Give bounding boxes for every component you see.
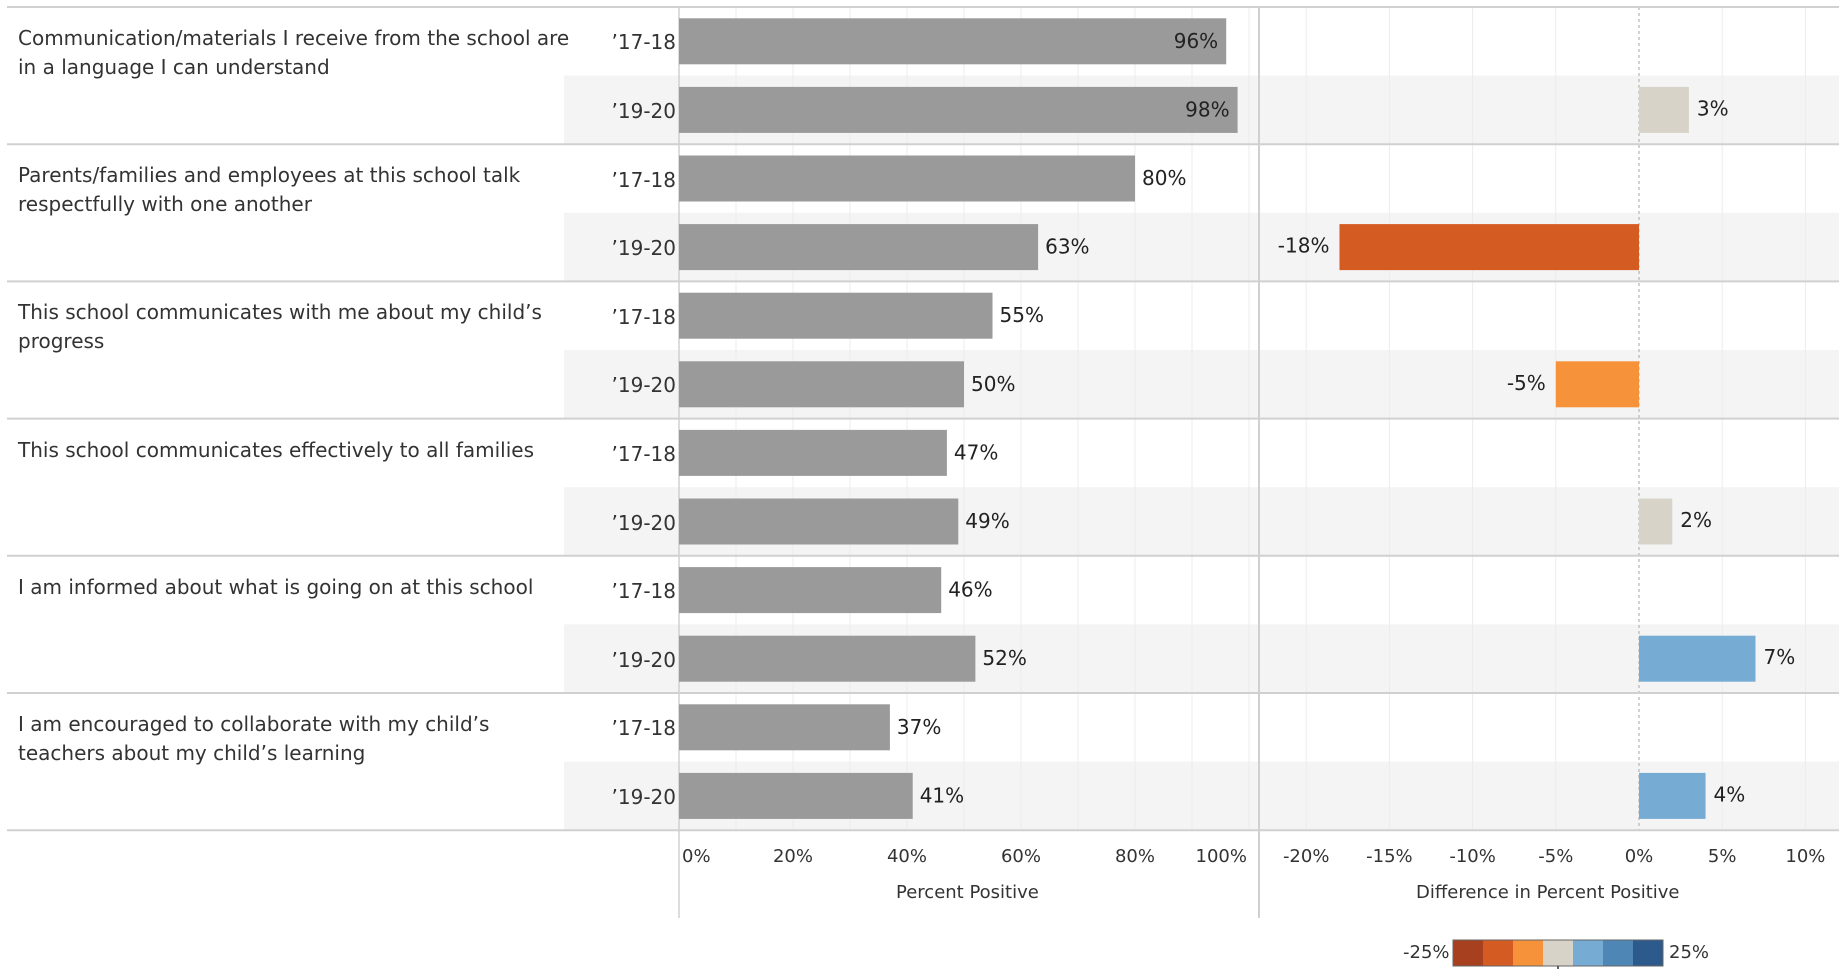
question-label: Communication/materials I receive from t… <box>18 26 570 79</box>
percent-positive-bar <box>679 772 913 819</box>
legend-swatch <box>1633 940 1663 966</box>
bar-data-label: 41% <box>920 783 964 807</box>
difference-bar <box>1555 361 1639 408</box>
bar-data-label: 55% <box>1000 303 1044 327</box>
year-label: ’19-20 <box>611 98 676 123</box>
percent-positive-bar <box>679 635 976 682</box>
year-label: ’19-20 <box>611 373 676 398</box>
x-tick-label: 20% <box>773 846 813 867</box>
percent-positive-bar <box>679 18 1227 65</box>
difference-data-label: 3% <box>1697 96 1729 120</box>
bar-data-label: 63% <box>1045 235 1089 259</box>
difference-data-label: 2% <box>1680 508 1712 532</box>
difference-data-label: 4% <box>1714 782 1746 806</box>
question-label: I am informed about what is going on at … <box>18 574 534 599</box>
bar-data-label: 47% <box>954 440 998 464</box>
bar-data-label: 50% <box>971 372 1015 396</box>
legend-swatch <box>1483 940 1513 966</box>
x-axis-title-difference: Difference in Percent Positive <box>1416 882 1680 903</box>
percent-positive-bar <box>679 498 959 545</box>
x-tick-label: 60% <box>1001 846 1041 867</box>
x-tick-label: 10% <box>1785 846 1825 867</box>
x-tick-label: -5% <box>1538 846 1573 867</box>
x-axis-title-percent-positive: Percent Positive <box>896 882 1039 903</box>
percent-positive-bar <box>679 292 993 339</box>
x-tick-label: 80% <box>1115 846 1155 867</box>
question-label: This school communicates with me about m… <box>18 300 542 354</box>
bar-data-label: 49% <box>965 509 1009 533</box>
year-label: ’17-18 <box>611 167 676 192</box>
year-label: ’17-18 <box>611 579 676 604</box>
x-tick-label: 40% <box>887 846 927 867</box>
legend-swatch <box>1543 940 1573 966</box>
bar-data-label: 52% <box>982 646 1026 670</box>
x-tick-label: 5% <box>1708 846 1737 867</box>
x-tick-label: 100% <box>1196 846 1247 867</box>
difference-data-label: -5% <box>1507 371 1546 395</box>
question-label: I am encouraged to collaborate with my c… <box>18 712 490 765</box>
percent-positive-bar <box>679 567 942 614</box>
percent-positive-bar <box>679 704 890 751</box>
year-label: ’17-18 <box>611 30 676 55</box>
difference-bar <box>1639 498 1673 545</box>
year-label: ’19-20 <box>611 236 676 261</box>
x-tick-label: 0% <box>682 846 711 867</box>
difference-bar <box>1339 224 1639 271</box>
legend-swatch <box>1603 940 1633 966</box>
year-label: ’17-18 <box>611 304 676 329</box>
percent-positive-bar <box>679 155 1135 202</box>
bar-data-label: 96% <box>1174 29 1218 53</box>
legend-max-label: 25% <box>1669 942 1710 963</box>
bar-data-label: 98% <box>1185 97 1229 121</box>
year-label: ’19-20 <box>611 784 676 809</box>
legend-min-label: -25% <box>1403 942 1450 963</box>
legend-swatch <box>1513 940 1543 966</box>
difference-bar <box>1639 635 1756 682</box>
question-label: This school communicates effectively to … <box>18 437 534 462</box>
question-label: Parents/families and employees at this s… <box>18 163 521 217</box>
difference-bar <box>1639 86 1689 133</box>
x-tick-label: -10% <box>1449 846 1496 867</box>
legend-swatch <box>1573 940 1603 966</box>
x-tick-label: 0% <box>1625 846 1654 867</box>
percent-positive-bar <box>679 224 1039 271</box>
year-label: ’19-20 <box>611 647 676 672</box>
year-label: ’19-20 <box>611 510 676 535</box>
legend-swatch <box>1453 940 1483 966</box>
x-tick-label: -20% <box>1283 846 1330 867</box>
difference-data-label: -18% <box>1278 234 1330 258</box>
bar-data-label: 37% <box>897 715 941 739</box>
year-label: ’17-18 <box>611 441 676 466</box>
bar-data-label: 46% <box>948 578 992 602</box>
difference-bar <box>1639 772 1706 819</box>
difference-data-label: 7% <box>1763 645 1795 669</box>
percent-positive-bar <box>679 361 964 408</box>
bar-data-label: 80% <box>1142 166 1186 190</box>
percent-positive-bar <box>679 86 1238 133</box>
x-tick-label: -15% <box>1366 846 1413 867</box>
year-label: ’17-18 <box>611 716 676 741</box>
percent-positive-bar <box>679 429 947 476</box>
